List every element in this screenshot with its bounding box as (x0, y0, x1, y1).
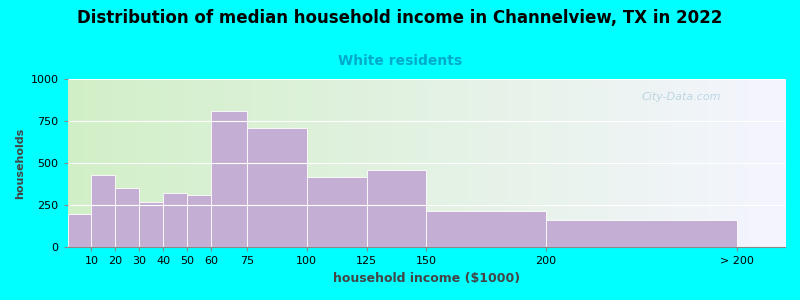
Bar (306, 177, 366, 248)
Bar (163, 193, 187, 247)
Bar (546, 220, 737, 248)
Text: City-Data.com: City-Data.com (642, 92, 721, 103)
Bar (139, 202, 163, 247)
Bar (426, 211, 546, 248)
X-axis label: household income ($1000): household income ($1000) (333, 272, 520, 285)
Bar (91, 175, 115, 247)
Bar (115, 188, 139, 248)
Bar (211, 111, 247, 248)
Bar (187, 195, 211, 248)
Text: White residents: White residents (338, 54, 462, 68)
Bar (247, 128, 306, 248)
Bar (366, 170, 426, 248)
Y-axis label: households: households (15, 128, 25, 199)
Text: Distribution of median household income in Channelview, TX in 2022: Distribution of median household income … (78, 9, 722, 27)
Bar (67, 214, 91, 248)
